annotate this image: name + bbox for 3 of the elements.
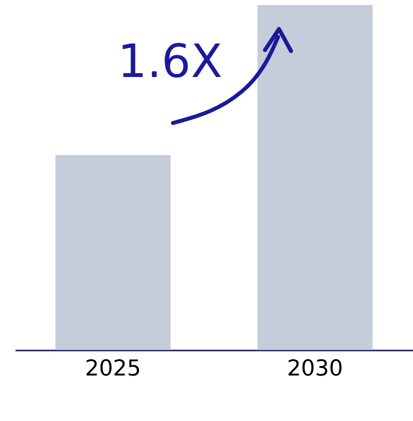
- x-tick-label: 2030: [287, 356, 344, 382]
- x-tick-label: 2025: [84, 356, 141, 382]
- annotation: 1.6X: [118, 34, 222, 88]
